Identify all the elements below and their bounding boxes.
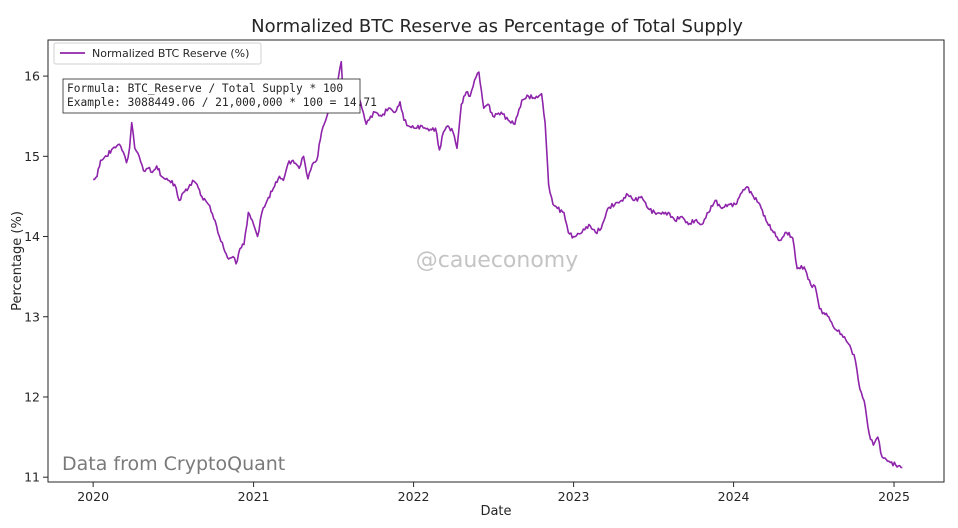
annotation-example: Example: 3088449.06 / 21,000,000 * 100 =… xyxy=(67,96,377,109)
x-tick-label: 2020 xyxy=(77,489,109,504)
y-tick-label: 14 xyxy=(24,229,40,244)
y-tick-label: 13 xyxy=(24,309,40,324)
chart-title: Normalized BTC Reserve as Percentage of … xyxy=(251,16,743,37)
y-tick-label: 11 xyxy=(24,470,40,485)
watermark: @caueconomy xyxy=(416,248,578,273)
plot-frame xyxy=(47,39,945,483)
source-credit: Data from CryptoQuant xyxy=(62,453,285,475)
series-layer xyxy=(93,60,903,469)
x-tick-label: 2022 xyxy=(398,489,430,504)
y-axis: 11 12 13 14 15 16 xyxy=(24,69,48,485)
x-tick-label: 2021 xyxy=(238,489,270,504)
legend: Normalized BTC Reserve (%) xyxy=(53,42,262,65)
plot-area: 2020 2021 2022 2023 2024 2025 11 12 13 14 15 16 xyxy=(24,39,945,504)
x-axis: 2020 2021 2022 2023 2024 2025 xyxy=(77,482,910,504)
x-tick-label: 2024 xyxy=(718,489,750,504)
y-tick-label: 12 xyxy=(24,389,40,404)
y-axis-label: Percentage (%) xyxy=(10,211,25,311)
formula-annotation: Formula: BTC_Reserve / Total Supply * 10… xyxy=(62,78,377,114)
series-line-reserve xyxy=(93,60,903,469)
annotation-formula: Formula: BTC_Reserve / Total Supply * 10… xyxy=(67,82,343,95)
annotation-box xyxy=(62,78,361,114)
legend-box xyxy=(53,42,262,65)
x-tick-label: 2025 xyxy=(878,489,910,504)
x-tick-label: 2023 xyxy=(558,489,590,504)
y-tick-label: 16 xyxy=(24,69,40,84)
legend-entry-reserve: Normalized BTC Reserve (%) xyxy=(92,47,249,60)
y-tick-label: 15 xyxy=(24,149,40,164)
x-axis-label: Date xyxy=(480,504,511,519)
